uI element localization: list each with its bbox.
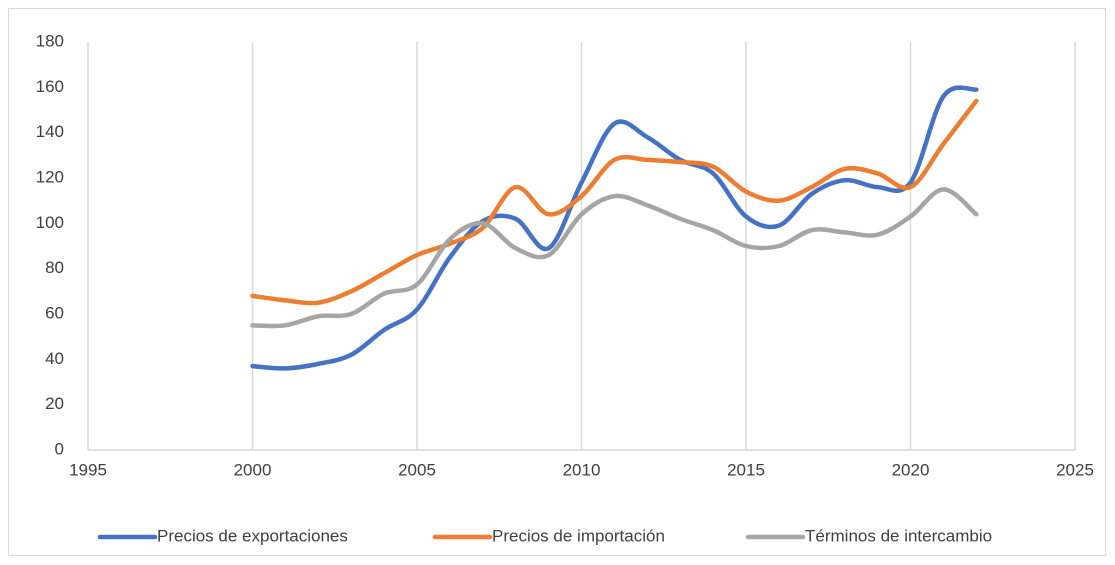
y-tick-label: 140 (36, 122, 64, 141)
y-tick-label: 60 (45, 303, 64, 322)
y-tick-label: 20 (45, 394, 64, 413)
y-tick-label: 80 (45, 258, 64, 277)
legend-label: Precios de importación (492, 526, 665, 545)
legend-label: Términos de intercambio (805, 526, 992, 545)
series-line (250, 187, 979, 329)
y-tick-label: 120 (36, 167, 64, 186)
y-tick-label: 160 (36, 77, 64, 96)
y-tick-label: 180 (36, 31, 64, 50)
x-tick-label: 2000 (234, 460, 272, 479)
x-tick-label: 2020 (892, 460, 930, 479)
y-tick-label: 40 (45, 349, 64, 368)
x-tick-label: 2010 (563, 460, 601, 479)
y-tick-label: 100 (36, 213, 64, 232)
x-tick-label: 1995 (69, 460, 107, 479)
x-tick-label: 2015 (727, 460, 765, 479)
x-tick-label: 2025 (1056, 460, 1094, 479)
series-line (250, 98, 979, 306)
chart-border (8, 8, 1106, 556)
legend-label: Precios de exportaciones (157, 526, 348, 545)
x-tick-label: 2005 (398, 460, 436, 479)
series-line (250, 85, 979, 371)
y-tick-label: 0 (55, 439, 64, 458)
